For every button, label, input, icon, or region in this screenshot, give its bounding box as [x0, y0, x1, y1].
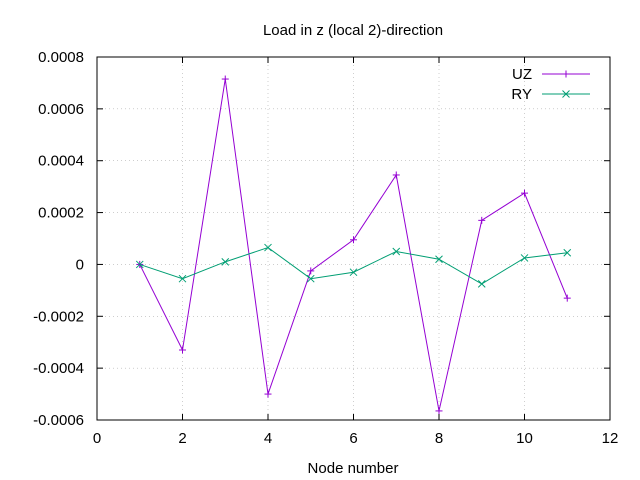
data-point-ry — [306, 274, 315, 283]
data-point-uz — [563, 294, 571, 302]
y-tick-label: -0.0004 — [33, 360, 84, 377]
data-point-uz — [264, 390, 272, 398]
legend-swatch-marker — [562, 90, 570, 98]
x-tick-label: 12 — [602, 430, 619, 447]
data-point-uz — [221, 75, 229, 83]
x-tick-label: 4 — [264, 430, 272, 447]
x-tick-label: 10 — [516, 430, 533, 447]
data-point-uz — [521, 189, 528, 197]
legend-item-uz: UZ — [512, 66, 590, 83]
legend: UZ RY — [511, 66, 590, 103]
data-point-uz — [350, 236, 357, 244]
data-point-ry — [520, 254, 529, 262]
y-tick-label: 0.0002 — [38, 205, 84, 222]
grid — [97, 57, 610, 420]
y-tick-label: 0.0008 — [38, 49, 84, 66]
data-point-ry — [264, 243, 272, 252]
chart-title: Load in z (local 2)-direction — [263, 22, 443, 39]
legend-label: RY — [511, 86, 532, 103]
data-point-ry — [349, 268, 358, 277]
x-tick-label: 6 — [349, 430, 357, 447]
data-point-ry — [563, 248, 572, 257]
x-tick-label: 0 — [93, 430, 101, 447]
x-tick-label: 8 — [435, 430, 443, 447]
x-tick-label: 2 — [178, 430, 186, 447]
data-point-ry — [178, 274, 187, 283]
data-point-uz — [435, 407, 443, 415]
legend-label: UZ — [512, 66, 532, 83]
y-tick-label: 0 — [76, 256, 84, 273]
data-point-ry — [221, 257, 230, 266]
legend-item-ry: RY — [511, 86, 590, 103]
data-point-ry — [392, 247, 401, 256]
data-point-uz — [392, 171, 400, 179]
y-tick-label: -0.0002 — [33, 308, 84, 325]
data-point-uz — [179, 346, 186, 354]
y-tick-label: 0.0004 — [38, 153, 84, 170]
data-point-ry — [435, 255, 443, 264]
series-ry — [135, 243, 572, 288]
legend-swatch-marker — [562, 70, 570, 78]
y-tick-label: -0.0006 — [33, 412, 84, 429]
series-uz — [136, 75, 571, 415]
data-point-uz — [307, 267, 315, 275]
x-axis-label: Node number — [308, 460, 399, 477]
y-tick-label: 0.0006 — [38, 101, 84, 118]
series-layer — [135, 75, 572, 415]
data-point-ry — [135, 260, 144, 269]
data-point-uz — [478, 216, 486, 224]
ticks: 0 2 4 6 8 10 12 -0.0006 -0.0004 -0.0002 0 0.0002 0.0… — [33, 49, 618, 447]
data-point-ry — [477, 280, 486, 288]
